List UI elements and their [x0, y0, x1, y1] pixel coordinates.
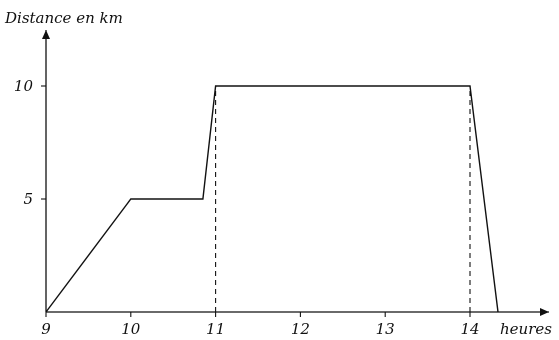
x-tick-label: 13	[376, 320, 395, 338]
x-tick-label: 9	[41, 320, 51, 338]
series-group	[45, 85, 499, 313]
y-tick-label: 10	[14, 77, 34, 95]
reference-lines	[215, 86, 471, 312]
x-tick-label: 11	[206, 320, 225, 338]
series-line	[45, 85, 499, 313]
x-tick-label: 12	[291, 320, 310, 338]
y-ticks: 5 10	[14, 77, 46, 208]
x-tick-label: 10	[121, 320, 141, 338]
x-tick-label: 14	[460, 320, 479, 338]
y-axis-title: Distance en km	[4, 9, 123, 27]
y-tick-label: 5	[23, 190, 33, 208]
x-ticks: 9 10 11 12 13 14	[41, 312, 480, 338]
x-axis-title: heures	[500, 320, 552, 338]
